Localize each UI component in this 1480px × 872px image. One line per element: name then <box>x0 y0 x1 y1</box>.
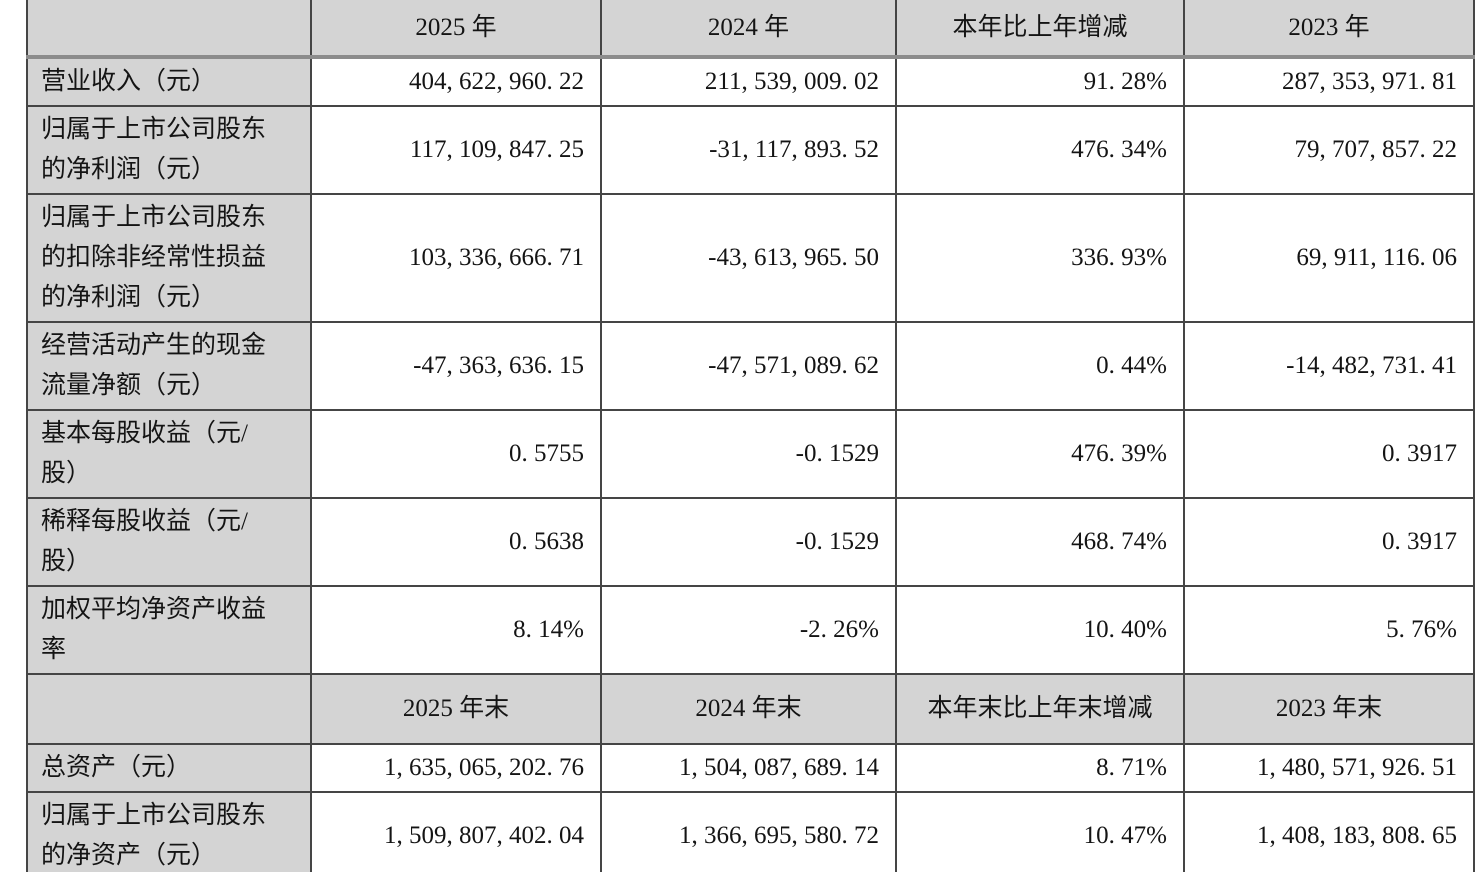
table-row-net-profit-deducted: 归属于上市公司股东 的扣除非经常性损益 的净利润（元） 103, 336, 66… <box>26 193 1475 323</box>
table-row-revenue: 营业收入（元） 404, 622, 960. 22 211, 539, 009.… <box>26 56 1475 107</box>
cell-yoy: 336. 93% <box>895 193 1185 323</box>
cell-2025: 117, 109, 847. 25 <box>310 105 602 195</box>
cell-2024: 211, 539, 009. 02 <box>600 56 897 107</box>
cell-yoy: 0. 44% <box>895 321 1185 411</box>
cell-2024: -0. 1529 <box>600 409 897 499</box>
cell-2025: 8. 14% <box>310 585 602 675</box>
cell-2025: 1, 509, 807, 402. 04 <box>310 791 602 872</box>
cell-2025: 0. 5638 <box>310 497 602 587</box>
cell-2025: 1, 635, 065, 202. 76 <box>310 743 602 793</box>
table-row-weighted-avg-roe: 加权平均净资产收益 率 8. 14% -2. 26% 10. 40% 5. 76… <box>26 585 1475 675</box>
cell-yoy: 10. 40% <box>895 585 1185 675</box>
cell-2024: -43, 613, 965. 50 <box>600 193 897 323</box>
cell-2023: 69, 911, 116. 06 <box>1183 193 1475 323</box>
header-yoy-change: 本年比上年增减 <box>895 0 1185 59</box>
row-label: 加权平均净资产收益 率 <box>26 585 312 675</box>
cell-2023: 5. 76% <box>1183 585 1475 675</box>
header-2023-eoy: 2023 年末 <box>1183 673 1475 745</box>
cell-2023: -14, 482, 731. 41 <box>1183 321 1475 411</box>
header-2023: 2023 年 <box>1183 0 1475 59</box>
cell-2023: 0. 3917 <box>1183 497 1475 587</box>
cell-yoy: 468. 74% <box>895 497 1185 587</box>
row-label: 总资产（元） <box>26 743 312 793</box>
header-2025-eoy: 2025 年末 <box>310 673 602 745</box>
cell-2023: 287, 353, 971. 81 <box>1183 56 1475 107</box>
cell-2024: 1, 366, 695, 580. 72 <box>600 791 897 872</box>
cell-2025: 103, 336, 666. 71 <box>310 193 602 323</box>
cell-yoy: 91. 28% <box>895 56 1185 107</box>
row-label: 稀释每股收益（元/ 股） <box>26 497 312 587</box>
table-header-annual: 2025 年 2024 年 本年比上年增减 2023 年 <box>26 0 1475 59</box>
financial-summary-table-wrap: 2025 年 2024 年 本年比上年增减 2023 年 营业收入（元） 404… <box>26 0 1475 872</box>
row-label: 经营活动产生的现金 流量净额（元） <box>26 321 312 411</box>
table-row-net-assets: 归属于上市公司股东 的净资产（元） 1, 509, 807, 402. 04 1… <box>26 791 1475 872</box>
financial-summary-table: 2025 年 2024 年 本年比上年增减 2023 年 营业收入（元） 404… <box>26 0 1475 872</box>
row-label: 归属于上市公司股东 的扣除非经常性损益 的净利润（元） <box>26 193 312 323</box>
table-header-end-of-year: 2025 年末 2024 年末 本年末比上年末增减 2023 年末 <box>26 673 1475 745</box>
row-label: 归属于上市公司股东 的净利润（元） <box>26 105 312 195</box>
cell-2023: 1, 408, 183, 808. 65 <box>1183 791 1475 872</box>
cell-yoy: 8. 71% <box>895 743 1185 793</box>
cell-2025: 0. 5755 <box>310 409 602 499</box>
cell-yoy: 476. 34% <box>895 105 1185 195</box>
header-2025: 2025 年 <box>310 0 602 59</box>
table-row-operating-cash-flow: 经营活动产生的现金 流量净额（元） -47, 363, 636. 15 -47,… <box>26 321 1475 411</box>
header-corner-cell <box>26 673 312 745</box>
header-2024: 2024 年 <box>600 0 897 59</box>
header-eoy-change: 本年末比上年末增减 <box>895 673 1185 745</box>
cell-2024: -47, 571, 089. 62 <box>600 321 897 411</box>
table-row-total-assets: 总资产（元） 1, 635, 065, 202. 76 1, 504, 087,… <box>26 743 1475 793</box>
table-row-diluted-eps: 稀释每股收益（元/ 股） 0. 5638 -0. 1529 468. 74% 0… <box>26 497 1475 587</box>
table-row-net-profit: 归属于上市公司股东 的净利润（元） 117, 109, 847. 25 -31,… <box>26 105 1475 195</box>
cell-yoy: 476. 39% <box>895 409 1185 499</box>
cell-2023: 79, 707, 857. 22 <box>1183 105 1475 195</box>
table-row-basic-eps: 基本每股收益（元/ 股） 0. 5755 -0. 1529 476. 39% 0… <box>26 409 1475 499</box>
cell-2025: 404, 622, 960. 22 <box>310 56 602 107</box>
cell-2024: -0. 1529 <box>600 497 897 587</box>
cell-yoy: 10. 47% <box>895 791 1185 872</box>
cell-2023: 0. 3917 <box>1183 409 1475 499</box>
header-2024-eoy: 2024 年末 <box>600 673 897 745</box>
row-label: 营业收入（元） <box>26 56 312 107</box>
cell-2024: -31, 117, 893. 52 <box>600 105 897 195</box>
cell-2023: 1, 480, 571, 926. 51 <box>1183 743 1475 793</box>
row-label: 基本每股收益（元/ 股） <box>26 409 312 499</box>
header-corner-cell <box>26 0 312 59</box>
cell-2024: -2. 26% <box>600 585 897 675</box>
cell-2024: 1, 504, 087, 689. 14 <box>600 743 897 793</box>
cell-2025: -47, 363, 636. 15 <box>310 321 602 411</box>
row-label: 归属于上市公司股东 的净资产（元） <box>26 791 312 872</box>
